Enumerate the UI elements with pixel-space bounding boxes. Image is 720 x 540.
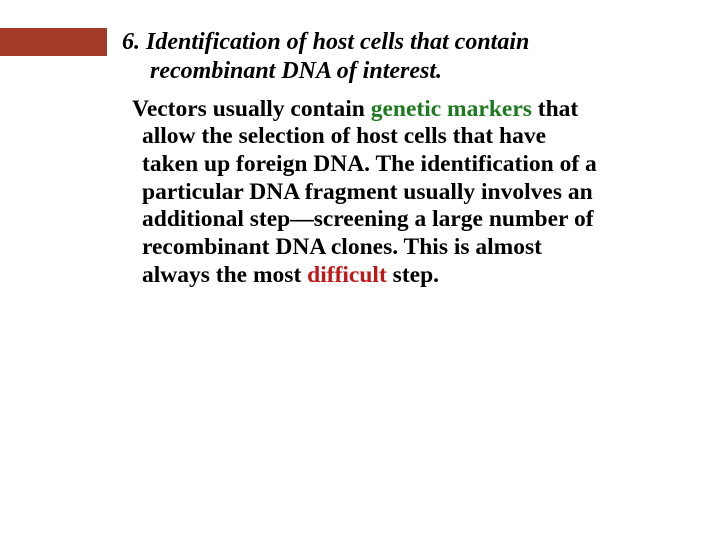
highlight-green: genetic markers [371,96,532,122]
highlight-red: difficult [307,262,387,288]
slide-body: Vectors usually contain genetic markers … [122,96,602,290]
heading-line-2: recombinant DNA of interest. [122,57,602,86]
heading-line-1: 6. Identification of host cells that con… [122,29,529,55]
slide-content: 6. Identification of host cells that con… [122,28,602,290]
slide-heading: 6. Identification of host cells that con… [122,28,602,86]
body-text-mid: that allow the selection of host cells t… [142,96,597,288]
accent-bar [0,28,107,56]
slide: 6. Identification of host cells that con… [0,0,720,540]
body-text-post: step. [387,262,439,288]
body-text-pre: Vectors usually contain [132,96,371,122]
